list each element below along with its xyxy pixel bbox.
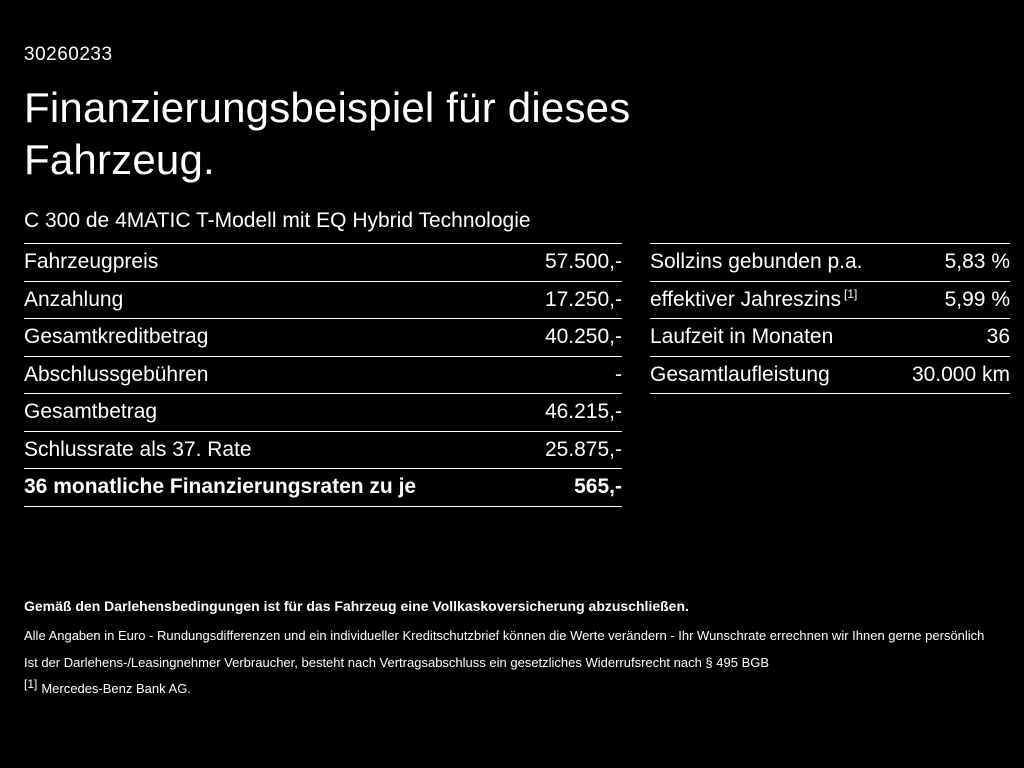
table-row: Sollzins gebunden p.a. 5,83 % <box>650 244 1010 282</box>
row-label: effektiver Jahreszins [1] <box>650 288 857 312</box>
table-row: Anzahlung 17.250,- <box>24 282 622 319</box>
table-row: Fahrzeugpreis 57.500,- <box>24 244 622 282</box>
row-value: 565,- <box>574 475 622 499</box>
row-label: Schlussrate als 37. Rate <box>24 437 252 461</box>
footnote-text: Mercedes-Benz Bank AG. <box>41 681 191 696</box>
financing-table-left: Fahrzeugpreis 57.500,- Anzahlung 17.250,… <box>24 243 622 507</box>
footer-disclaimer: Gemäß den Darlehensbedingungen ist für d… <box>24 596 1000 706</box>
row-label-text: effektiver Jahreszins <box>650 287 842 311</box>
page-title-line2: Fahrzeug. <box>24 136 215 184</box>
row-value: 46.215,- <box>544 400 622 424</box>
row-label: Gesamtbetrag <box>24 400 158 424</box>
table-row: Schlussrate als 37. Rate 25.875,- <box>24 432 622 469</box>
vehicle-model-subtitle: C 300 de 4MATIC T-Modell mit EQ Hybrid T… <box>24 209 531 232</box>
footnote-marker: [1] <box>844 286 858 301</box>
row-label: Anzahlung <box>24 287 124 311</box>
disclaimer-euro-note: Alle Angaben in Euro - Rundungsdifferenz… <box>24 628 985 643</box>
row-value: 40.250,- <box>544 325 622 349</box>
financing-table-right: Sollzins gebunden p.a. 5,83 % effektiver… <box>650 243 1010 394</box>
document-id: 30260233 <box>24 44 113 65</box>
row-value: 5,83 % <box>944 250 1010 274</box>
page-title: Finanzierungsbeispiel für dieses Fahrzeug… <box>24 82 630 186</box>
disclaimer-withdrawal-right: Ist der Darlehens-/Leasingnehmer Verbrau… <box>24 654 770 670</box>
row-label: Gesamtkreditbetrag <box>24 325 209 349</box>
row-label: 36 monatliche Finanzierungsraten zu je <box>24 475 417 499</box>
table-row: Gesamtkreditbetrag 40.250,- <box>24 319 622 357</box>
row-value: 30.000 km <box>911 362 1010 386</box>
row-label: Sollzins gebunden p.a. <box>650 250 863 274</box>
page-title-line1: Finanzierungsbeispiel für dieses <box>24 84 631 131</box>
footnote-marker: [1] <box>24 676 38 691</box>
row-value: 36 <box>986 325 1010 349</box>
footnote-line: [1] Mercedes-Benz Bank AG. <box>24 676 1000 699</box>
disclaimer-insurance: Gemäß den Darlehensbedingungen ist für d… <box>24 598 689 614</box>
row-value: - <box>615 362 622 386</box>
table-row: Abschlussgebühren - <box>24 357 622 394</box>
row-label: Abschlussgebühren <box>24 362 209 386</box>
row-label: Gesamtlaufleistung <box>650 362 830 386</box>
row-label: Fahrzeugpreis <box>24 250 159 274</box>
table-row: Gesamtbetrag 46.215,- <box>24 394 622 432</box>
table-row: Gesamtlaufleistung 30.000 km <box>650 357 1010 394</box>
table-row: Laufzeit in Monaten 36 <box>650 319 1010 357</box>
row-value: 5,99 % <box>944 287 1010 311</box>
row-value: 25.875,- <box>544 437 622 461</box>
row-value: 57.500,- <box>544 250 622 274</box>
row-value: 17.250,- <box>544 287 622 311</box>
table-row-monthly-rate: 36 monatliche Finanzierungsraten zu je 5… <box>24 469 622 507</box>
table-row: effektiver Jahreszins [1] 5,99 % <box>650 282 1010 319</box>
row-label: Laufzeit in Monaten <box>650 325 834 349</box>
